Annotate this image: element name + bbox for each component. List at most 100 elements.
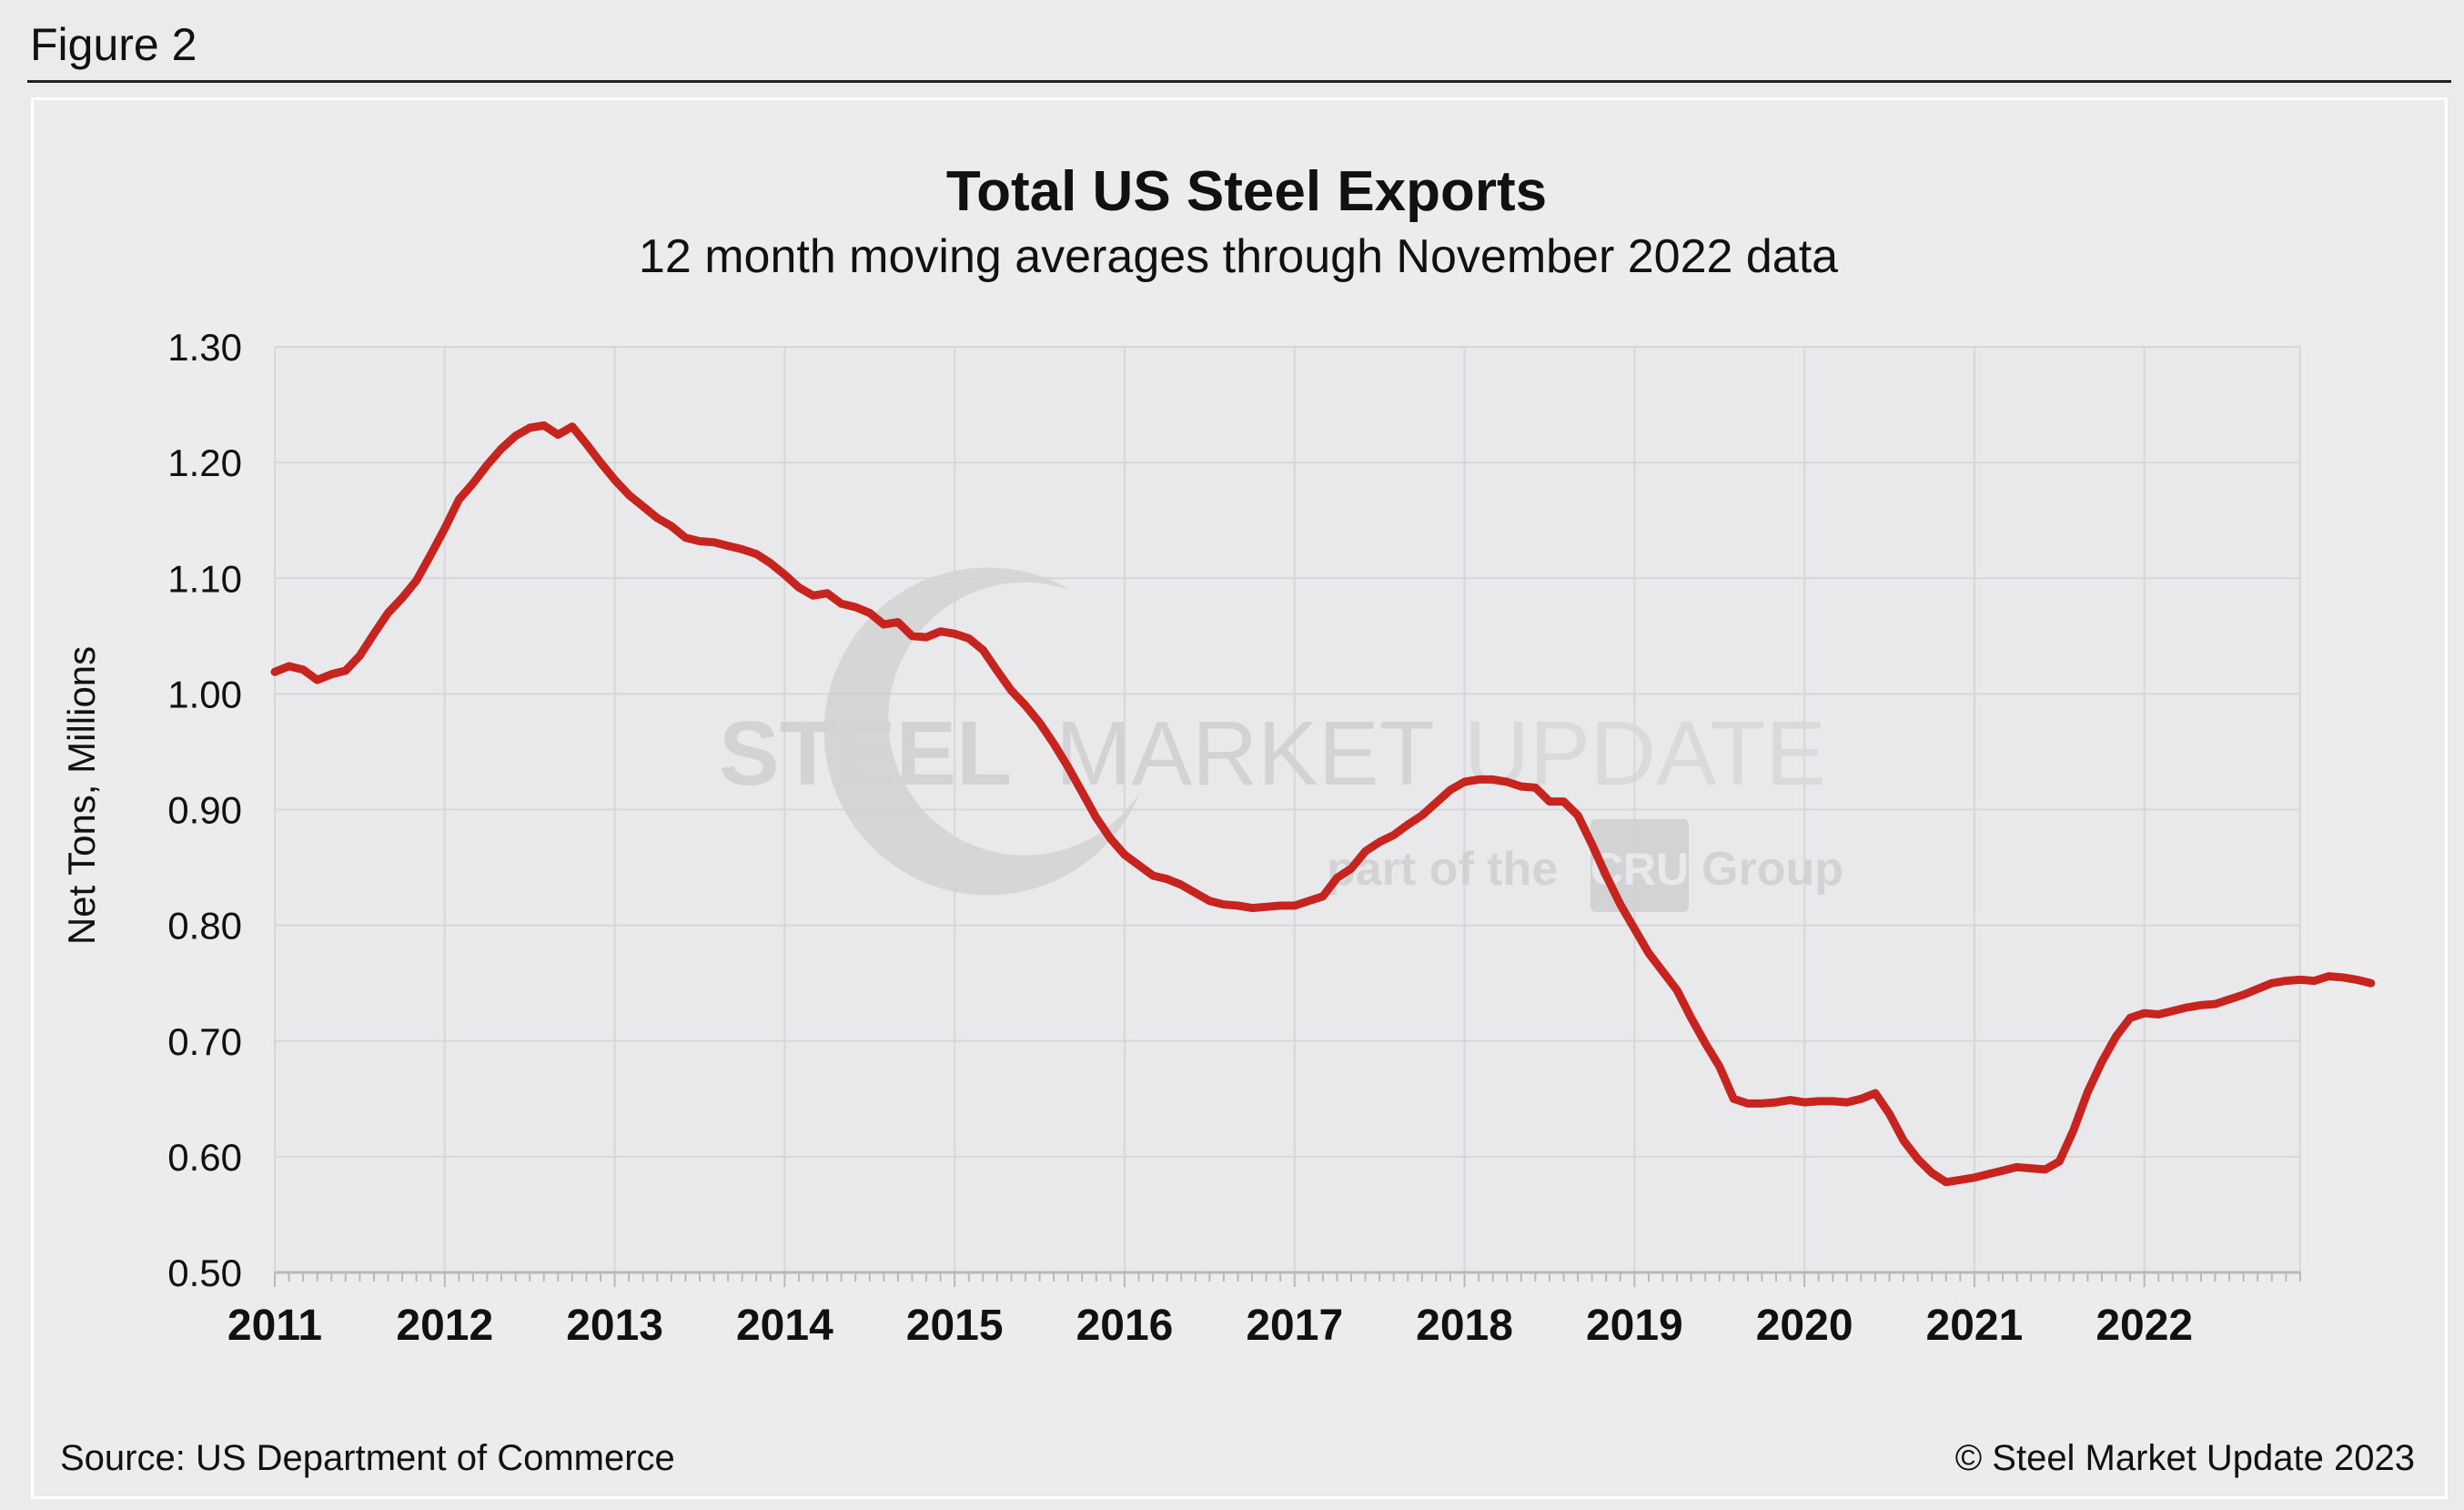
x-tick-label: 2020 <box>1756 1302 1853 1350</box>
data-point <box>2215 1003 2216 1005</box>
data-point <box>614 479 616 481</box>
data-point <box>1945 1181 1947 1183</box>
data-point <box>1223 904 1225 906</box>
data-point <box>2342 977 2344 978</box>
y-tick-label: 0.50 <box>167 1252 242 1294</box>
data-point <box>1874 1092 1876 1094</box>
data-point <box>1124 854 1126 856</box>
x-tick-label: 2021 <box>1926 1302 2024 1350</box>
data-point <box>770 562 772 564</box>
x-tick-label: 2019 <box>1586 1302 1683 1350</box>
data-point <box>2030 1168 2032 1170</box>
copyright-note: © Steel Market Update 2023 <box>1954 1438 2415 1478</box>
data-point <box>1931 1172 1933 1174</box>
data-point <box>2328 976 2329 978</box>
data-point <box>1053 743 1055 745</box>
data-point <box>684 537 686 539</box>
y-tick-label: 0.70 <box>167 1020 242 1063</box>
data-point <box>1407 824 1409 826</box>
data-point <box>487 464 488 466</box>
data-point <box>1195 892 1197 894</box>
data-point <box>401 597 403 599</box>
data-point <box>1081 791 1083 793</box>
data-point <box>2144 1012 2146 1014</box>
data-point <box>1308 900 1309 902</box>
data-point <box>2370 982 2372 984</box>
data-point <box>996 670 998 672</box>
chart-subtitle: 12 month moving averages through Novembe… <box>638 230 1839 283</box>
x-tick-label: 2016 <box>1076 1302 1174 1350</box>
x-tick-label: 2022 <box>2095 1302 2193 1350</box>
data-point <box>854 606 856 608</box>
data-point <box>1109 837 1111 839</box>
y-tick-label: 1.00 <box>167 673 242 715</box>
data-point <box>1449 789 1451 791</box>
data-point <box>345 670 347 672</box>
data-point <box>1506 781 1508 783</box>
data-point <box>1251 907 1253 909</box>
data-point <box>2086 1091 2088 1093</box>
y-tick-label: 1.30 <box>167 326 242 369</box>
data-point <box>472 482 474 484</box>
y-tick-label: 1.20 <box>167 441 242 484</box>
data-point <box>373 633 375 634</box>
figure-divider <box>27 80 2451 83</box>
data-point <box>2228 998 2230 1000</box>
data-point <box>954 633 955 634</box>
data-point <box>1889 1113 1890 1115</box>
series-data-points <box>274 424 2372 1183</box>
y-tick-label: 1.10 <box>167 557 242 600</box>
data-point <box>1152 875 1154 877</box>
data-point <box>1732 1098 1734 1100</box>
data-point <box>429 554 431 556</box>
data-point <box>699 541 701 542</box>
data-point <box>1605 875 1607 877</box>
x-axis-tick-labels: 2011 2012 2013 2014 2015 2016 2017 2018 2019 2020… <box>227 1302 2193 1350</box>
data-point <box>571 426 573 428</box>
y-axis-label: Net Tons, Millions <box>60 645 103 946</box>
data-point <box>1988 1173 1989 1175</box>
data-point <box>1378 841 1380 843</box>
data-point <box>2101 1061 2103 1063</box>
data-point <box>727 545 729 547</box>
data-point <box>1676 989 1678 991</box>
data-point <box>2271 982 2273 984</box>
data-point <box>2285 980 2287 982</box>
data-point <box>1563 801 1564 803</box>
data-point <box>1747 1102 1749 1104</box>
data-point <box>968 637 970 639</box>
data-point <box>897 622 899 623</box>
data-point <box>2157 1014 2159 1015</box>
data-point <box>2186 1007 2187 1008</box>
data-point <box>1803 1101 1805 1103</box>
data-point <box>671 525 672 527</box>
chart-title: Total US Steel Exports <box>945 160 1548 223</box>
data-point <box>1534 786 1536 788</box>
x-tick-label: 2013 <box>566 1302 663 1350</box>
data-point <box>515 435 517 437</box>
data-point <box>1350 867 1352 869</box>
data-point <box>2299 978 2301 980</box>
data-point <box>1549 801 1550 803</box>
data-point <box>1860 1098 1862 1100</box>
data-point <box>1365 850 1367 852</box>
data-point <box>2058 1160 2060 1162</box>
y-tick-label: 0.90 <box>167 789 242 832</box>
data-point <box>1294 905 1296 907</box>
data-point <box>1180 884 1182 886</box>
data-point <box>1322 896 1324 897</box>
data-point <box>2200 1004 2202 1006</box>
data-point <box>656 517 658 519</box>
data-point <box>1662 971 1663 972</box>
data-point <box>302 669 304 671</box>
data-point <box>1336 877 1338 878</box>
data-point <box>1010 690 1012 692</box>
data-point <box>642 505 644 507</box>
data-point <box>1591 844 1593 846</box>
data-point <box>1959 1179 1961 1181</box>
data-point <box>1719 1066 1721 1068</box>
data-point <box>1166 878 1168 880</box>
data-point <box>288 665 290 667</box>
data-point <box>2172 1010 2174 1012</box>
data-point <box>274 671 276 673</box>
